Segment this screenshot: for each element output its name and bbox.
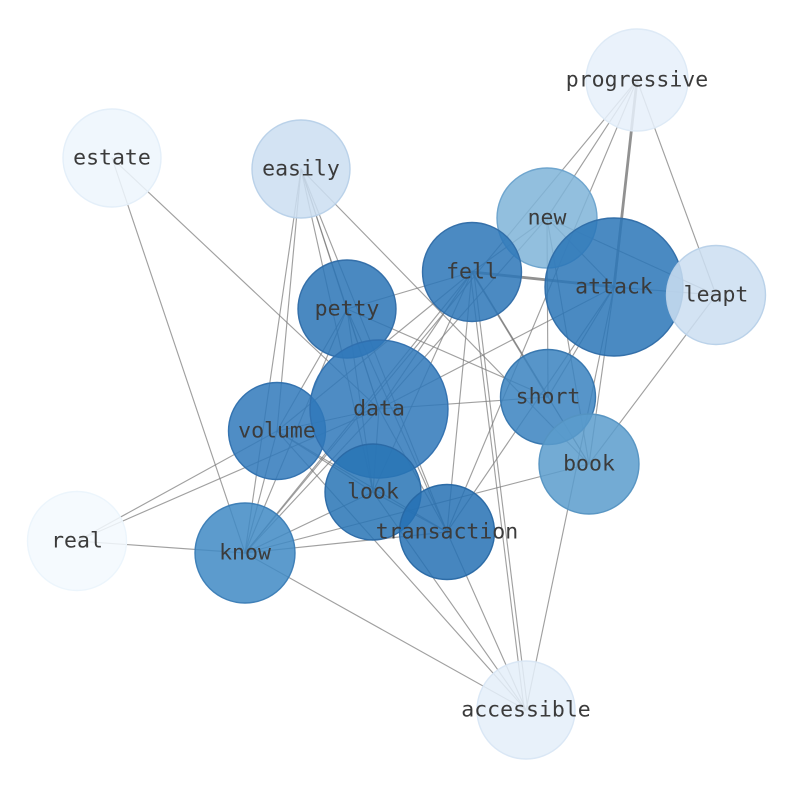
- edge-volume-accessible: [276, 430, 527, 711]
- edge-progressive-know: [244, 79, 638, 554]
- node-progressive: [585, 28, 689, 132]
- node-know: [194, 502, 296, 604]
- edge-know-accessible: [244, 552, 527, 711]
- node-estate: [62, 108, 162, 208]
- node-accessible: [476, 660, 576, 760]
- node-easily: [251, 119, 351, 219]
- node-leapt: [665, 244, 767, 346]
- edge-easily-know: [244, 168, 302, 554]
- node-book: [538, 413, 640, 515]
- node-real: [26, 490, 128, 592]
- edge-fell-accessible-0: [473, 271, 529, 711]
- edge-estate-know: [111, 157, 246, 554]
- node-layer: [26, 28, 767, 760]
- node-transaction: [398, 483, 496, 581]
- node-attack: [544, 217, 684, 357]
- edge-progressive-transaction: [446, 79, 638, 533]
- edge-fell-accessible-1: [469, 271, 525, 711]
- node-fell: [421, 221, 523, 323]
